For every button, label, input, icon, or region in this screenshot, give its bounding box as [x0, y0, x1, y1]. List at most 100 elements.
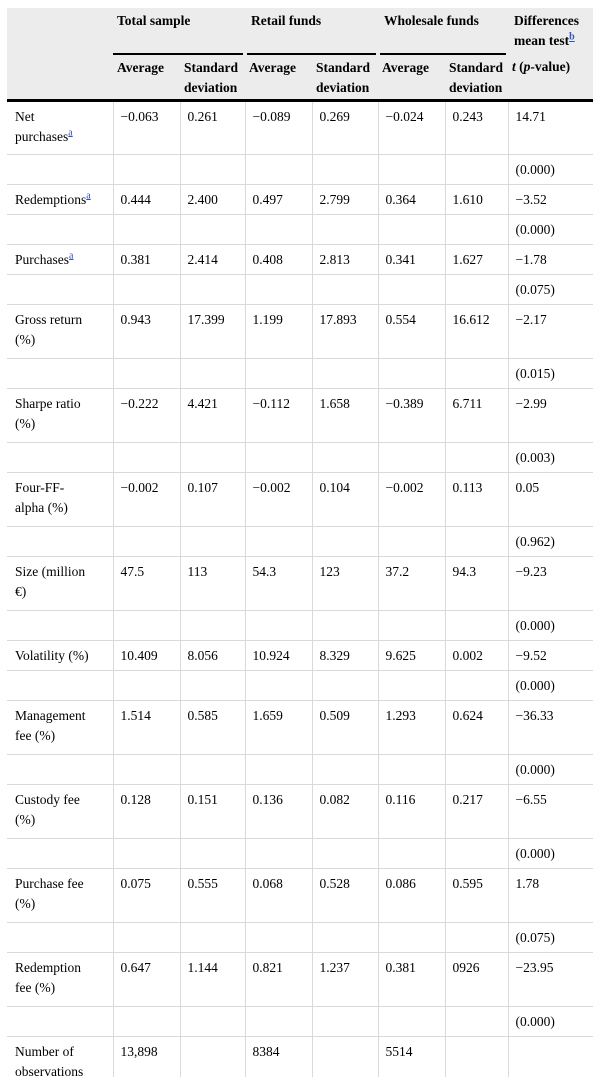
value-cell: −0.002	[112, 471, 180, 526]
footnote-link-a[interactable]: a	[86, 190, 91, 201]
value-cell: 10.409	[112, 639, 180, 670]
summary-statistics-table: Total sample Retail funds Wholesale fund…	[7, 8, 594, 1077]
value-cell: 5514	[377, 1035, 446, 1077]
p-value-row: (0.075)	[7, 921, 594, 952]
row-label: Sharpe ratio (%)	[7, 387, 113, 442]
empty-cell	[7, 1005, 113, 1036]
value-cell: 0.624	[444, 699, 509, 754]
empty-cell	[179, 357, 246, 388]
value-cell: −0.063	[112, 100, 180, 154]
empty-cell	[444, 273, 509, 304]
value-cell: −9.52	[507, 639, 594, 670]
value-cell: −6.55	[507, 783, 594, 838]
row-label: Purchase fee (%)	[7, 867, 113, 922]
value-cell: 1.237	[311, 951, 379, 1006]
row-label: Redemptionsa	[7, 183, 113, 214]
empty-cell	[444, 525, 509, 556]
table-body: Net purchasesa −0.063 0.261 −0.089 0.269 −0.0…	[7, 100, 594, 1077]
value-cell: 0.075	[112, 867, 180, 922]
value-cell: −9.23	[507, 555, 594, 610]
empty-cell	[311, 921, 379, 952]
table-row: Custody fee (%) 0.128 0.151 0.136 0.082 0.116…	[7, 783, 594, 838]
value-cell: −1.78	[507, 243, 594, 274]
value-cell: −23.95	[507, 951, 594, 1006]
empty-cell	[377, 213, 446, 244]
sub-header-row: Average Standard deviation Average Stand…	[7, 54, 594, 102]
row-label: Custody fee (%)	[7, 783, 113, 838]
value-cell: 47.5	[112, 555, 180, 610]
empty-cell	[311, 753, 379, 784]
value-cell: 0.136	[244, 783, 313, 838]
col-header-average-total: Average	[113, 54, 180, 102]
empty-cell	[7, 669, 113, 700]
value-cell: 0.086	[377, 867, 446, 922]
p-value-row: (0.962)	[7, 525, 594, 556]
t-paren-open: (	[515, 59, 524, 74]
empty-cell	[7, 357, 113, 388]
footnote-link-a[interactable]: a	[69, 250, 74, 261]
empty-cell	[244, 1005, 313, 1036]
empty-cell	[7, 609, 113, 640]
col-group-wholesale-funds: Wholesale funds	[378, 8, 511, 55]
value-cell: 0.381	[112, 243, 180, 274]
value-cell: 123	[311, 555, 379, 610]
row-label: Volatility (%)	[7, 639, 113, 670]
value-cell: −36.33	[507, 699, 594, 754]
empty-cell	[179, 921, 246, 952]
empty-cell	[311, 213, 379, 244]
empty-cell	[244, 921, 313, 952]
value-cell: 16.612	[444, 303, 509, 358]
p-value-cell: (0.000)	[507, 609, 594, 640]
value-cell: 0.05	[507, 471, 594, 526]
value-cell: −2.17	[507, 303, 594, 358]
empty-cell	[377, 609, 446, 640]
empty-cell	[179, 669, 246, 700]
value-cell: 0.364	[377, 183, 446, 214]
col-header-t-p-value: t (p-value)	[508, 54, 594, 102]
value-cell: −3.52	[507, 183, 594, 214]
empty-cell	[7, 441, 113, 472]
value-cell: 0.381	[377, 951, 446, 1006]
value-cell: 17.893	[311, 303, 379, 358]
value-cell: −0.112	[244, 387, 313, 442]
p-value-row: (0.000)	[7, 213, 594, 244]
empty-cell	[112, 921, 180, 952]
footnote-link-a[interactable]: a	[68, 127, 73, 138]
empty-cell	[444, 153, 509, 184]
footnote-link-b[interactable]: b	[569, 31, 575, 43]
p-value-cell: (0.000)	[507, 153, 594, 184]
table-row: Gross return (%) 0.943 17.399 1.199 17.893 0.…	[7, 303, 594, 358]
empty-cell	[112, 357, 180, 388]
empty-cell	[244, 837, 313, 868]
p-value-cell: (0.000)	[507, 669, 594, 700]
empty-cell	[179, 441, 246, 472]
empty-cell	[311, 273, 379, 304]
empty-cell	[311, 357, 379, 388]
table-row: Sharpe ratio (%) −0.222 4.421 −0.112 1.658 −0…	[7, 387, 594, 442]
value-cell: 0.528	[311, 867, 379, 922]
empty-cell	[311, 609, 379, 640]
table-row: Volatility (%) 10.409 8.056 10.924 8.329 9.62…	[7, 639, 594, 670]
empty-cell	[244, 753, 313, 784]
empty-cell	[444, 921, 509, 952]
value-cell: 2.400	[179, 183, 246, 214]
value-cell: 1.610	[444, 183, 509, 214]
p-value-cell: (0.000)	[507, 213, 594, 244]
value-cell: 0.243	[444, 100, 509, 154]
empty-cell	[444, 753, 509, 784]
value-cell	[507, 1035, 594, 1077]
empty-cell	[377, 753, 446, 784]
value-cell: 0.217	[444, 783, 509, 838]
empty-cell	[444, 609, 509, 640]
empty-cell	[112, 441, 180, 472]
empty-cell	[112, 669, 180, 700]
empty-cell	[7, 753, 113, 784]
p-value-row: (0.075)	[7, 273, 594, 304]
empty-cell	[179, 837, 246, 868]
col-header-sd-total: Standard deviation	[180, 54, 246, 102]
empty-cell	[112, 837, 180, 868]
value-cell: 0.497	[244, 183, 313, 214]
value-cell: 8384	[244, 1035, 313, 1077]
p-value-cell: (0.003)	[507, 441, 594, 472]
value-cell: 0.821	[244, 951, 313, 1006]
